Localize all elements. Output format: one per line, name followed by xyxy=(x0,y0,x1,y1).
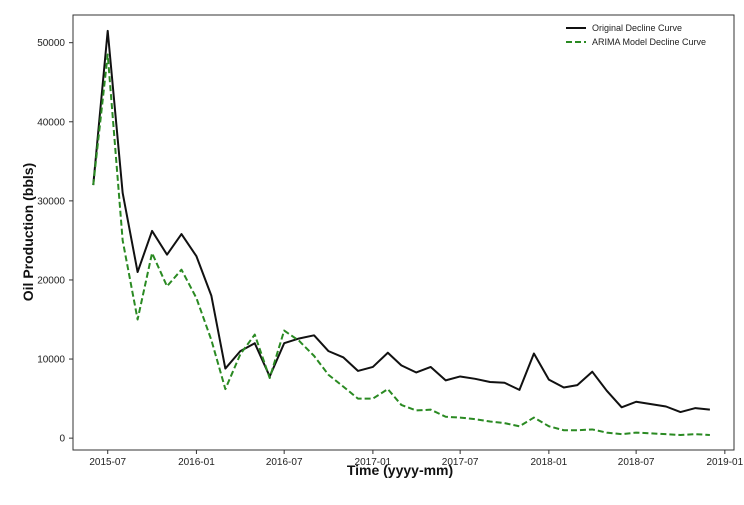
x-tick-label: 2017-07 xyxy=(442,457,479,468)
y-axis-title: Oil Production (bbls) xyxy=(20,163,36,301)
x-tick-label: 2016-07 xyxy=(266,457,303,468)
y-tick-label: 30000 xyxy=(37,196,65,207)
y-tick-label: 40000 xyxy=(37,117,65,128)
plot-area-frame xyxy=(72,14,735,451)
legend: Original Decline Curve ARIMA Model Decli… xyxy=(566,23,706,47)
series-layer xyxy=(92,29,710,436)
x-tick-label: 2018-01 xyxy=(531,457,568,468)
y-tick-label: 10000 xyxy=(37,355,65,366)
y-tick-label: 20000 xyxy=(37,275,65,286)
x-axis-title: Time (yyyy-mm) xyxy=(347,462,453,478)
y-axis: 0 10000 20000 30000 40000 50000 xyxy=(37,38,73,445)
legend-label-arima: ARIMA Model Decline Curve xyxy=(592,37,706,47)
x-tick-label: 2015-07 xyxy=(89,457,126,468)
legend-label-original: Original Decline Curve xyxy=(592,23,682,33)
x-tick-label: 2017-01 xyxy=(355,457,392,468)
x-axis: 2015-07 2016-01 2016-07 2017-01 2017-07 2018-… xyxy=(89,450,744,468)
y-tick-label: 50000 xyxy=(37,38,65,49)
y-tick-label: 0 xyxy=(59,434,65,445)
series-line-arima xyxy=(92,53,710,436)
x-tick-label: 2019-01 xyxy=(706,457,743,468)
x-tick-label: 2016-01 xyxy=(178,457,215,468)
series-line-original xyxy=(92,29,710,414)
x-tick-label: 2018-07 xyxy=(618,457,655,468)
